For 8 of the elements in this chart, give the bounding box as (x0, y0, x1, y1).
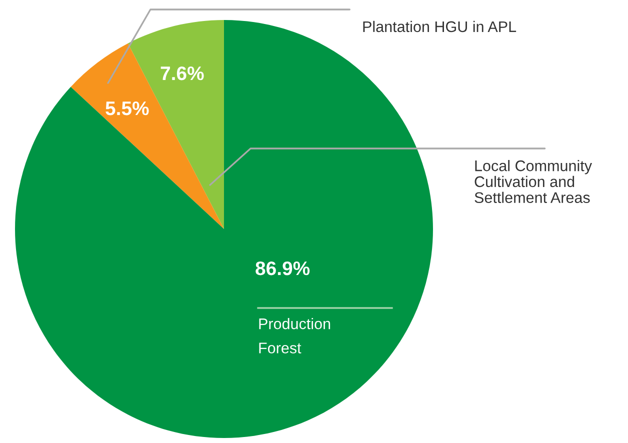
data-label: 5.5% (106, 102, 149, 116)
pie-slice (15, 20, 433, 438)
slice-label: Production Forest (259, 318, 330, 354)
data-label: 86.9% (256, 261, 310, 276)
slice-label: Plantation HGU in APL (363, 20, 516, 32)
pie-slice (70, 43, 224, 229)
slice-label: Local Community Cultivation and Settlement Areas (474, 160, 592, 204)
data-label: 7.6% (160, 66, 204, 80)
